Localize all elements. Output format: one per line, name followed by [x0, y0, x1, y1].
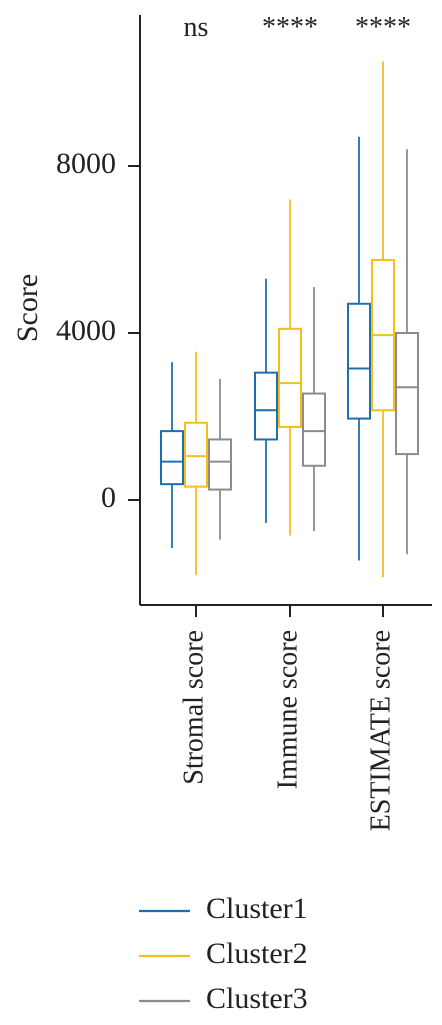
box-iqr: [208, 438, 232, 491]
boxes-layer: [160, 61, 419, 578]
x-tick-label: Stromal score: [178, 630, 209, 785]
y-tick-label: 8000: [56, 147, 116, 180]
box-cluster2-2: [371, 61, 395, 578]
legend-label: Cluster1: [206, 892, 308, 925]
x-ticks: Stromal score Immune score ESTIMATE score: [178, 605, 396, 831]
legend-item-cluster1: Cluster1: [139, 892, 308, 925]
legend: Cluster1 Cluster2 Cluster3: [139, 892, 308, 1015]
y-ticks: 0 4000 8000: [56, 147, 140, 514]
box-cluster1-1: [254, 278, 278, 523]
box-cluster1-2: [347, 136, 371, 561]
legend-item-cluster3: Cluster3: [139, 982, 308, 1015]
legend-item-cluster2: Cluster2: [139, 937, 308, 970]
significance-label: ****: [262, 12, 318, 43]
legend-label: Cluster3: [206, 982, 308, 1015]
box-iqr: [302, 392, 326, 467]
box-cluster3-0: [208, 378, 232, 540]
box-cluster2-1: [278, 199, 302, 536]
box-iqr: [395, 332, 419, 456]
box-cluster3-1: [302, 287, 326, 532]
significance-labels: ns **** ****: [184, 12, 411, 43]
legend-label: Cluster2: [206, 937, 308, 970]
box-iqr: [184, 421, 208, 488]
box-cluster3-2: [395, 149, 419, 555]
y-axis-label: Score: [11, 274, 44, 342]
box-iqr: [160, 430, 184, 486]
y-tick-label: 4000: [56, 314, 116, 347]
box-iqr: [254, 371, 278, 441]
significance-label: ****: [355, 12, 411, 43]
x-tick-label: ESTIMATE score: [365, 630, 396, 831]
box-iqr: [347, 302, 371, 420]
x-tick-label: Immune score: [272, 630, 303, 789]
significance-label: ns: [184, 12, 209, 43]
box-cluster2-0: [184, 351, 208, 576]
box-iqr: [278, 327, 302, 428]
box-cluster1-0: [160, 362, 184, 549]
y-tick-label: 0: [101, 481, 116, 514]
